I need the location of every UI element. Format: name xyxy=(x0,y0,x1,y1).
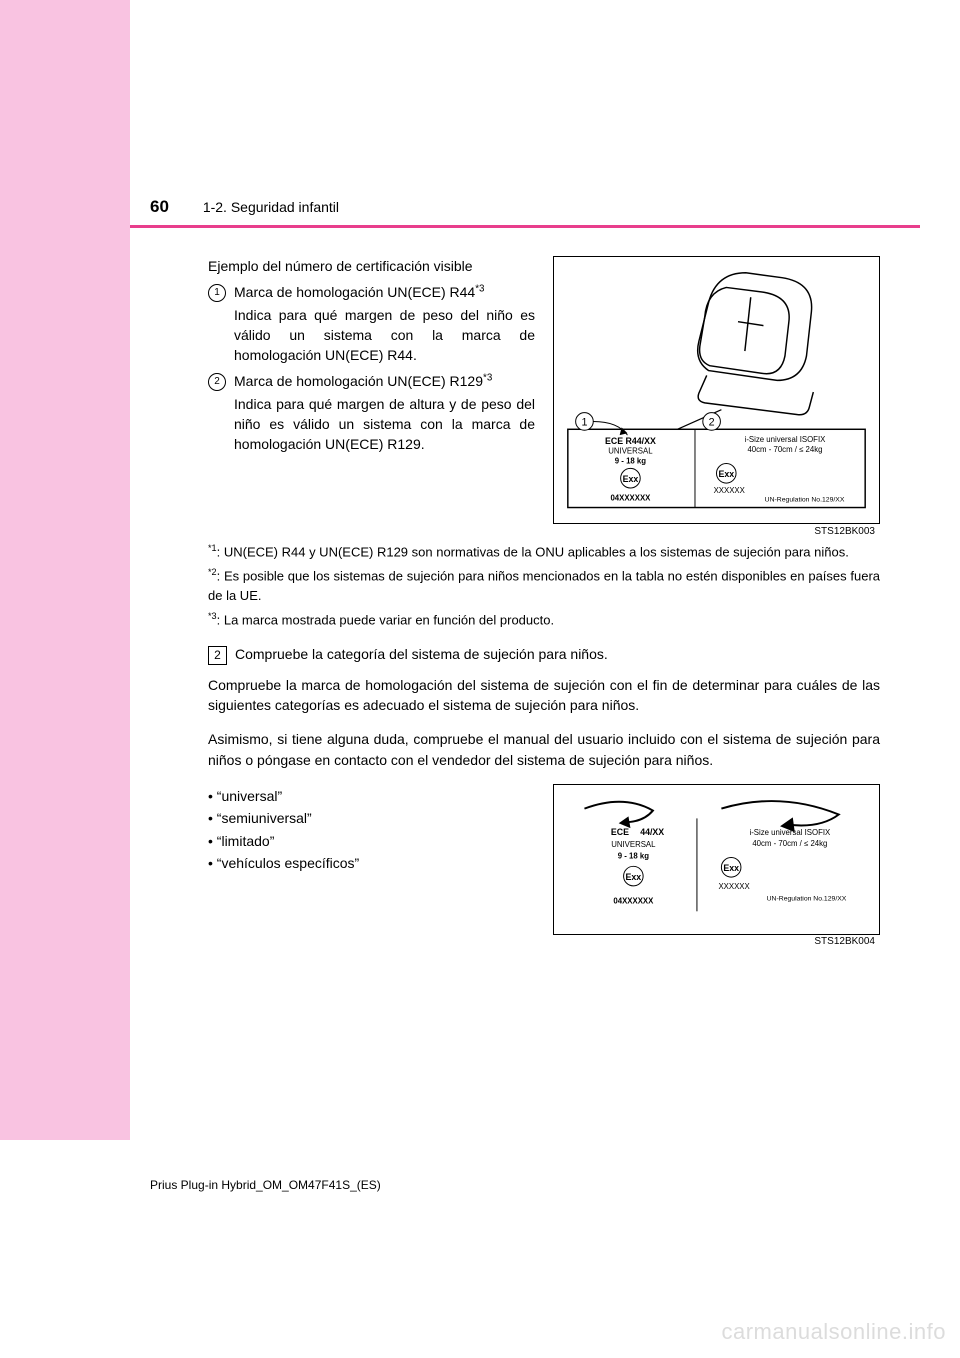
fig2-ece: ECE xyxy=(611,827,629,837)
list-item-1-desc: Indica para qué margen de peso del niño … xyxy=(234,305,535,366)
step-2-title: Compruebe la categoría del sistema de su… xyxy=(235,646,608,662)
footnotes: *1: UN(ECE) R44 y UN(ECE) R129 son norma… xyxy=(208,542,880,629)
list-item-1-sup: *3 xyxy=(475,284,484,295)
fig2-weight: 9 - 18 kg xyxy=(618,852,649,861)
figure-1-svg: 1 2 ECE R44/XX UNIVERSAL 9 - 18 kg Exx 0… xyxy=(560,263,873,517)
header-rule xyxy=(130,225,920,228)
figure-2: ECE 44/XX UNIVERSAL 9 - 18 kg Exx 04XXXX… xyxy=(553,784,880,935)
list-item-2-sup: *3 xyxy=(483,373,492,384)
category-list: “universal” “semiuniversal” “limitado” “… xyxy=(208,786,535,873)
fig2-exx: Exx xyxy=(626,872,642,882)
step-2-heading: 2 Compruebe la categoría del sistema de s… xyxy=(208,644,880,665)
list-item-2-desc: Indica para qué margen de altura y de pe… xyxy=(234,394,535,455)
fig1-marker-1: 1 xyxy=(581,416,587,428)
category-item: “limitado” xyxy=(208,831,535,851)
fig1-num: 04XXXXXX xyxy=(610,494,651,503)
step-2-marker: 2 xyxy=(208,646,227,665)
fig2-exx2: Exx xyxy=(723,863,739,873)
list-item-2: Marca de homologación UN(ECE) R129*3 Ind… xyxy=(234,371,535,454)
watermark: carmanualsonline.info xyxy=(721,1316,946,1348)
list-marker-1: 1 xyxy=(208,284,226,302)
list-marker-2: 2 xyxy=(208,373,226,391)
fn2-text: : Es posible que los sistemas de sujeció… xyxy=(208,569,880,603)
category-item: “universal” xyxy=(208,786,535,806)
fig1-exx: Exx xyxy=(623,474,639,484)
fig1-num2: XXXXXX xyxy=(714,486,746,495)
categories-column: “universal” “semiuniversal” “limitado” “… xyxy=(208,784,535,935)
fn3-text: : La marca mostrada puede variar en func… xyxy=(217,612,554,627)
chapter-sidebar xyxy=(0,0,130,1140)
fig2-mid: 44/XX xyxy=(640,827,664,837)
fig1-range: 40cm - 70cm / ≤ 24kg xyxy=(747,445,822,454)
figure-1: 1 2 ECE R44/XX UNIVERSAL 9 - 18 kg Exx 0… xyxy=(553,256,880,524)
fn1-mark: *1 xyxy=(208,543,217,553)
figure-2-column: ECE 44/XX UNIVERSAL 9 - 18 kg Exx 04XXXX… xyxy=(553,784,880,935)
footer-text: Prius Plug-in Hybrid_OM_OM47F41S_(ES) xyxy=(150,1177,381,1194)
fig1-universal: UNIVERSAL xyxy=(608,447,653,456)
fig2-range: 40cm - 70cm / ≤ 24kg xyxy=(752,839,827,848)
category-item: “semiuniversal” xyxy=(208,808,535,828)
left-text-column: Ejemplo del número de certificación visi… xyxy=(208,256,535,524)
fig2-universal: UNIVERSAL xyxy=(611,840,656,849)
step-2-para-2: Asimismo, si tiene alguna duda, comprueb… xyxy=(208,729,880,770)
numbered-list: 1 Marca de homologación UN(ECE) R44*3 In… xyxy=(208,282,535,454)
fig1-exx2: Exx xyxy=(718,469,734,479)
category-item: “vehículos específicos” xyxy=(208,853,535,873)
figure-2-svg: ECE 44/XX UNIVERSAL 9 - 18 kg Exx 04XXXX… xyxy=(560,791,873,928)
fig1-isize: i-Size universal ISOFIX xyxy=(745,435,827,444)
fig1-marker-2: 2 xyxy=(709,416,715,428)
step-2-para-1: Compruebe la marca de homologación del s… xyxy=(208,675,880,716)
fig1-weight: 9 - 18 kg xyxy=(615,457,646,466)
fn2-mark: *2 xyxy=(208,567,217,577)
fig2-isize: i-Size universal ISOFIX xyxy=(749,828,831,837)
fig1-reg: UN-Regulation No.129/XX xyxy=(765,497,845,504)
page-header: 60 1-2. Seguridad infantil xyxy=(150,195,339,220)
fig2-num2: XXXXXX xyxy=(718,882,750,891)
fig1-ece: ECE R44/XX xyxy=(605,436,656,446)
list-item-1: Marca de homologación UN(ECE) R44*3 Indi… xyxy=(234,282,535,365)
list-item-2-title: Marca de homologación UN(ECE) R129 xyxy=(234,373,483,389)
list-item-1-title: Marca de homologación UN(ECE) R44 xyxy=(234,284,475,300)
figure-2-code: STS12BK004 xyxy=(814,935,875,950)
section-title: 1-2. Seguridad infantil xyxy=(203,199,339,215)
fig2-num: 04XXXXXX xyxy=(613,897,654,906)
figure-1-column: 1 2 ECE R44/XX UNIVERSAL 9 - 18 kg Exx 0… xyxy=(553,256,880,524)
figure-1-code: STS12BK003 xyxy=(814,525,875,540)
fig2-reg: UN-Regulation No.129/XX xyxy=(767,896,847,903)
fn3-mark: *3 xyxy=(208,611,217,621)
fn1-text: : UN(ECE) R44 y UN(ECE) R129 son normati… xyxy=(217,545,849,560)
page-content: Ejemplo del número de certificación visi… xyxy=(208,256,880,1140)
page-number: 60 xyxy=(150,197,169,216)
intro-text: Ejemplo del número de certificación visi… xyxy=(208,256,535,276)
